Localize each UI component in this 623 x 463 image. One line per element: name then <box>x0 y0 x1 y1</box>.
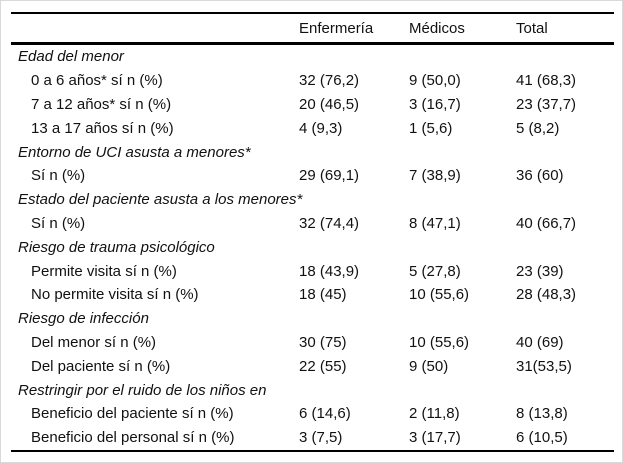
table-row: Beneficio del personal sí n (%) 3 (7,5) 3 … <box>11 426 614 450</box>
value-medicos: 10 (55,6) <box>409 333 470 351</box>
value-enfermeria: 32 (74,4) <box>299 214 360 232</box>
row-label: Sí n (%) <box>31 214 86 232</box>
value-medicos: 2 (11,8) <box>409 405 460 423</box>
value-total: 41 (68,3) <box>516 72 577 90</box>
table-header-row: Enfermería Médicos Total <box>11 14 614 45</box>
value-total: 40 (69) <box>516 333 564 351</box>
value-total: 36 (60) <box>516 167 564 185</box>
value-enfermeria: 18 (45) <box>299 286 347 304</box>
row-label: Beneficio del paciente sí n (%) <box>31 405 234 423</box>
value-medicos: 9 (50) <box>409 357 449 375</box>
value-enfermeria: 20 (46,5) <box>299 95 360 113</box>
value-medicos: 5 (27,8) <box>409 262 461 280</box>
row-label: 7 a 12 años* sí n (%) <box>31 95 172 113</box>
value-enfermeria: 18 (43,9) <box>299 262 360 280</box>
value-enfermeria: 3 (7,5) <box>299 429 343 447</box>
table-row: No permite visita sí n (%) 18 (45) 10 (55,… <box>11 283 614 307</box>
value-medicos: 1 (5,6) <box>409 119 453 137</box>
section-header-label: Edad del menor <box>18 48 124 66</box>
section-header-label: Entorno de UCI asusta a menores* <box>18 143 251 161</box>
header-col-medicos: Médicos <box>409 19 465 37</box>
section-header-row: Entorno de UCI asusta a menores* <box>11 140 614 164</box>
row-label: Permite visita sí n (%) <box>31 262 177 280</box>
value-enfermeria: 4 (9,3) <box>299 119 343 137</box>
table-row: Del menor sí n (%) 30 (75) 10 (55,6) 40 (69… <box>11 331 614 355</box>
section-header-row: Riesgo de trauma psicológico <box>11 235 614 259</box>
table-row: Del paciente sí n (%) 22 (55) 9 (50) 31(53,… <box>11 354 614 378</box>
value-medicos: 10 (55,6) <box>409 286 470 304</box>
section-header-label: Restringir por el ruido de los niños en <box>18 381 267 399</box>
table-row: 13 a 17 años sí n (%) 4 (9,3) 1 (5,6) 5 (8,… <box>11 116 614 140</box>
table-row: Beneficio del paciente sí n (%) 6 (14,6) 2… <box>11 402 614 426</box>
table-row: 0 a 6 años* sí n (%) 32 (76,2) 9 (50,0) 41 … <box>11 69 614 93</box>
value-total: 40 (66,7) <box>516 214 577 232</box>
comparison-table: Enfermería Médicos Total Edad del menor 0… <box>11 12 614 452</box>
table-body: Edad del menor 0 a 6 años* sí n (%) 32 (76… <box>11 45 614 450</box>
section-header-label: Riesgo de trauma psicológico <box>18 238 215 256</box>
value-enfermeria: 6 (14,6) <box>299 405 351 423</box>
value-medicos: 3 (17,7) <box>409 429 461 447</box>
row-label: 13 a 17 años sí n (%) <box>31 119 174 137</box>
row-label: No permite visita sí n (%) <box>31 286 199 304</box>
value-total: 28 (48,3) <box>516 286 577 304</box>
value-total: 23 (37,7) <box>516 95 577 113</box>
row-label: Sí n (%) <box>31 167 86 185</box>
row-label: Beneficio del personal sí n (%) <box>31 429 235 447</box>
value-medicos: 9 (50,0) <box>409 72 461 90</box>
value-total: 8 (13,8) <box>516 405 568 423</box>
table-row: Sí n (%) 29 (69,1) 7 (38,9) 36 (60) <box>11 164 614 188</box>
value-total: 23 (39) <box>516 262 564 280</box>
value-enfermeria: 30 (75) <box>299 333 347 351</box>
row-label: Del menor sí n (%) <box>31 333 157 351</box>
value-medicos: 7 (38,9) <box>409 167 461 185</box>
section-header-row: Riesgo de infección <box>11 307 614 331</box>
section-header-label: Riesgo de infección <box>18 310 149 328</box>
row-label: Del paciente sí n (%) <box>31 357 171 375</box>
section-header-row: Restringir por el ruido de los niños en <box>11 378 614 402</box>
section-header-label: Estado del paciente asusta a los menores… <box>18 191 303 209</box>
section-header-row: Edad del menor <box>11 45 614 69</box>
value-medicos: 3 (16,7) <box>409 95 461 113</box>
value-total: 6 (10,5) <box>516 429 568 447</box>
section-header-row: Estado del paciente asusta a los menores… <box>11 188 614 212</box>
header-col-enfermeria: Enfermería <box>299 19 374 37</box>
value-enfermeria: 22 (55) <box>299 357 347 375</box>
value-enfermeria: 29 (69,1) <box>299 167 360 185</box>
value-total: 31(53,5) <box>516 357 572 375</box>
table-row: 7 a 12 años* sí n (%) 20 (46,5) 3 (16,7) 23… <box>11 93 614 117</box>
row-label: 0 a 6 años* sí n (%) <box>31 72 163 90</box>
header-col-total: Total <box>516 19 548 37</box>
value-enfermeria: 32 (76,2) <box>299 72 360 90</box>
value-medicos: 8 (47,1) <box>409 214 461 232</box>
value-total: 5 (8,2) <box>516 119 560 137</box>
table-row: Sí n (%) 32 (74,4) 8 (47,1) 40 (66,7) <box>11 212 614 236</box>
table-row: Permite visita sí n (%) 18 (43,9) 5 (27,8)… <box>11 259 614 283</box>
